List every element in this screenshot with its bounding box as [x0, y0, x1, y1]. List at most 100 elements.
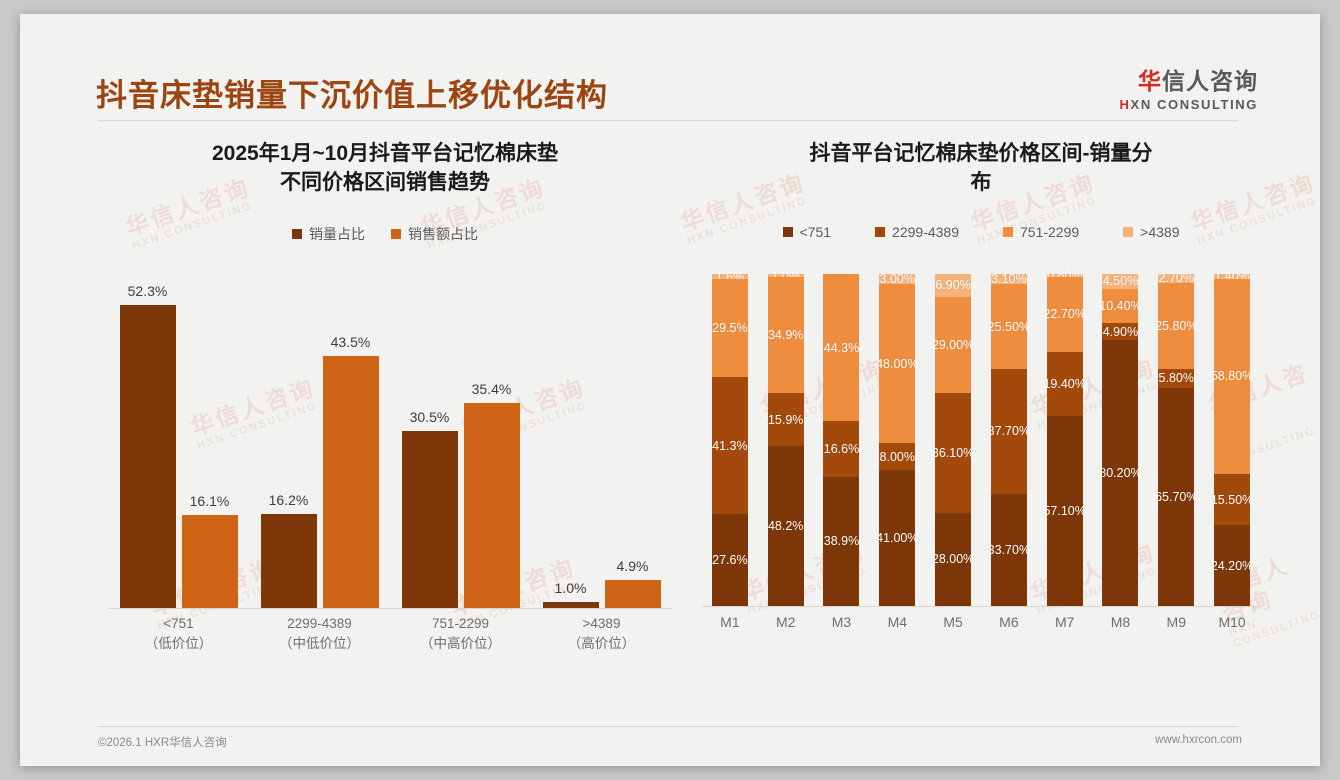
- stacked-segment-2[interactable]: 29.5%: [711, 279, 748, 378]
- bar-1[interactable]: 35.4%: [463, 381, 520, 608]
- stacked-segment-1[interactable]: 41.3%: [711, 377, 748, 515]
- segment-value-label: 10.40%: [1099, 299, 1142, 314]
- bar-1[interactable]: 43.5%: [322, 334, 379, 608]
- stacked-bar[interactable]: 1.0% 34.9% 15.9% 48.2%: [767, 269, 804, 606]
- stacked-segment-3[interactable]: 4.50%: [1102, 273, 1139, 289]
- stacked-segment-1[interactable]: 36.10%: [932, 393, 974, 513]
- left-chart-legend-item-0[interactable]: 销量占比: [292, 224, 365, 244]
- bar-value-label: 43.5%: [330, 334, 371, 351]
- logo-chinese-red: 华: [1138, 68, 1162, 94]
- stacked-bar[interactable]: 2.70% 25.80% 5.80% 65.70%: [1155, 271, 1197, 606]
- stacked-bar[interactable]: 4.50% 10.40% 4.90% 80.20%: [1099, 273, 1142, 606]
- bar-0[interactable]: 30.5%: [401, 409, 458, 608]
- stacked-segment-1[interactable]: 16.6%: [823, 421, 860, 477]
- legend-label: 751-2299: [1020, 223, 1080, 240]
- stacked-segment-1[interactable]: 4.90%: [1102, 323, 1139, 340]
- x-axis-tick: M3: [831, 613, 852, 630]
- bar-value-label: 1.0%: [554, 580, 587, 597]
- bar-group: 30.5% 35.4%: [390, 278, 531, 608]
- stacked-bar[interactable]: 1.40% 58.80% 15.50% 24.20%: [1210, 269, 1254, 606]
- logo-english-gray: XN CONSULTING: [1130, 97, 1258, 112]
- stacked-bar[interactable]: 3.10% 25.50% 37.70% 33.70%: [988, 272, 1030, 606]
- stacked-segment-0[interactable]: 28.00%: [932, 512, 974, 606]
- stacked-column: 3.00% 48.00% 8.00% 41.00%: [869, 272, 925, 606]
- stacked-segment-1[interactable]: 15.50%: [1211, 473, 1253, 526]
- stacked-bar[interactable]: 6.90% 29.00% 36.10% 28.00%: [931, 273, 975, 606]
- stacked-segment-1[interactable]: 37.70%: [988, 368, 1030, 495]
- segment-value-label: 4.90%: [1102, 324, 1139, 339]
- stacked-segment-2[interactable]: 48.00%: [876, 283, 919, 444]
- stacked-segment-0[interactable]: 33.70%: [988, 494, 1030, 606]
- x-axis-tick: 2299-4389 （中低价位）: [249, 614, 390, 655]
- stacked-segment-3[interactable]: 6.90%: [935, 273, 972, 297]
- stacked-segment-2[interactable]: 22.70%: [1043, 276, 1086, 352]
- stacked-segment-1[interactable]: 8.00%: [879, 443, 916, 470]
- right-chart-title-line2: 布: [970, 170, 992, 194]
- right-chart-legend-item-1[interactable]: 2299-4389: [875, 224, 959, 240]
- bar-0[interactable]: 52.3%: [119, 283, 176, 608]
- legend-swatch-icon: [1123, 226, 1134, 237]
- stacked-segment-2[interactable]: 58.80%: [1210, 278, 1254, 474]
- bar-group: 52.3% 16.1%: [108, 278, 249, 608]
- slide-header: 抖音床垫销量下沉价值上移优化结构 华信人咨询 HXN CONSULTING: [20, 14, 1320, 126]
- right-chart-legend-item-3[interactable]: >4389: [1123, 224, 1180, 240]
- segment-value-label: 57.10%: [1043, 504, 1086, 519]
- stacked-segment-1[interactable]: 19.40%: [1043, 351, 1086, 417]
- stacked-column: 3.10% 25.50% 37.70% 33.70%: [981, 272, 1037, 606]
- right-chart-panel: 抖音平台记忆棉床垫价格区间-销量分 布 <751 2299-4389 751-229…: [696, 140, 1266, 720]
- stacked-bar[interactable]: 0.80% 22.70% 19.40% 57.10%: [1043, 268, 1086, 606]
- stacked-segment-2[interactable]: 34.9%: [767, 277, 804, 394]
- stacked-segment-0[interactable]: 24.20%: [1211, 525, 1253, 606]
- x-axis-tick: M7: [1054, 613, 1075, 630]
- legend-label: 销售额占比: [408, 225, 478, 242]
- stacked-segment-2[interactable]: 25.80%: [1155, 282, 1197, 369]
- stacked-segment-2[interactable]: 25.50%: [988, 284, 1030, 369]
- x-axis-tick: >4389 （高价位）: [531, 614, 672, 655]
- stacked-segment-0[interactable]: 80.20%: [1099, 339, 1142, 606]
- bar-0[interactable]: 16.2%: [260, 492, 317, 608]
- stacked-segment-3[interactable]: 2.70%: [1158, 271, 1195, 285]
- stacked-segment-0[interactable]: 41.00%: [876, 469, 919, 606]
- stacked-segment-0[interactable]: 65.70%: [1155, 387, 1197, 606]
- right-chart-axis-line: [702, 605, 1260, 607]
- logo-chinese: 华信人咨询: [1120, 70, 1258, 93]
- brand-logo: 华信人咨询 HXN CONSULTING: [1120, 70, 1258, 112]
- right-chart-x-axis: M1 M2 M3 M4 M5 M6 M7 M8 M9 M10: [702, 614, 1260, 630]
- left-chart-title-line1: 2025年1月~10月抖音平台记忆棉床垫: [211, 142, 559, 165]
- stacked-segment-1[interactable]: 5.80%: [1158, 368, 1195, 388]
- segment-value-label: 48.2%: [767, 518, 804, 533]
- footer-website[interactable]: www.hxrcon.com: [1155, 734, 1242, 746]
- segment-value-label: 34.9%: [767, 328, 804, 343]
- segment-value-label: 16.6%: [823, 442, 860, 457]
- logo-chinese-gray: 信人咨询: [1162, 68, 1258, 94]
- bar-1[interactable]: 4.9%: [604, 558, 661, 608]
- stacked-bar[interactable]: 0.1%44.3%16.6%38.9%: [823, 267, 860, 606]
- stacked-segment-2[interactable]: 29.00%: [931, 296, 975, 394]
- segment-value-label: 48.00%: [876, 356, 919, 371]
- legend-swatch-icon: [391, 228, 401, 239]
- x-axis-tick-label: <751: [163, 615, 194, 631]
- stacked-bar[interactable]: 1.6% 29.5% 41.3% 27.6%: [711, 270, 748, 606]
- segment-value-label: 58.80%: [1210, 369, 1254, 384]
- stacked-segment-3[interactable]: 3.10%: [990, 272, 1027, 286]
- legend-swatch-icon: [782, 226, 793, 237]
- stacked-bar[interactable]: 3.00% 48.00% 8.00% 41.00%: [876, 272, 919, 606]
- stacked-segment-0[interactable]: 27.6%: [711, 514, 748, 606]
- bar-value-label: 30.5%: [409, 409, 450, 426]
- stacked-segment-0[interactable]: 48.2%: [767, 445, 804, 606]
- stacked-segment-0[interactable]: 57.10%: [1043, 416, 1086, 606]
- left-chart-title-line2: 不同价格区间销售趋势: [280, 170, 490, 194]
- stacked-segment-2[interactable]: 44.3%: [823, 274, 860, 422]
- stacked-segment-1[interactable]: 15.9%: [767, 393, 804, 446]
- bar-1[interactable]: 16.1%: [181, 493, 238, 608]
- stacked-segment-3[interactable]: 3.00%: [879, 272, 916, 286]
- left-chart-legend-item-1[interactable]: 销售额占比: [391, 224, 478, 244]
- stacked-segment-0[interactable]: 38.9%: [823, 476, 860, 606]
- right-chart-legend-item-2[interactable]: 751-2299: [1003, 224, 1079, 240]
- right-chart-legend-item-0[interactable]: <751: [782, 224, 831, 240]
- segment-value-label: 29.00%: [931, 337, 975, 352]
- stacked-segment-2[interactable]: 10.40%: [1099, 288, 1142, 324]
- bar-0[interactable]: 1.0%: [542, 580, 599, 608]
- x-axis-tick-label: 751-2299: [431, 615, 490, 631]
- segment-value-label: 41.00%: [876, 530, 919, 545]
